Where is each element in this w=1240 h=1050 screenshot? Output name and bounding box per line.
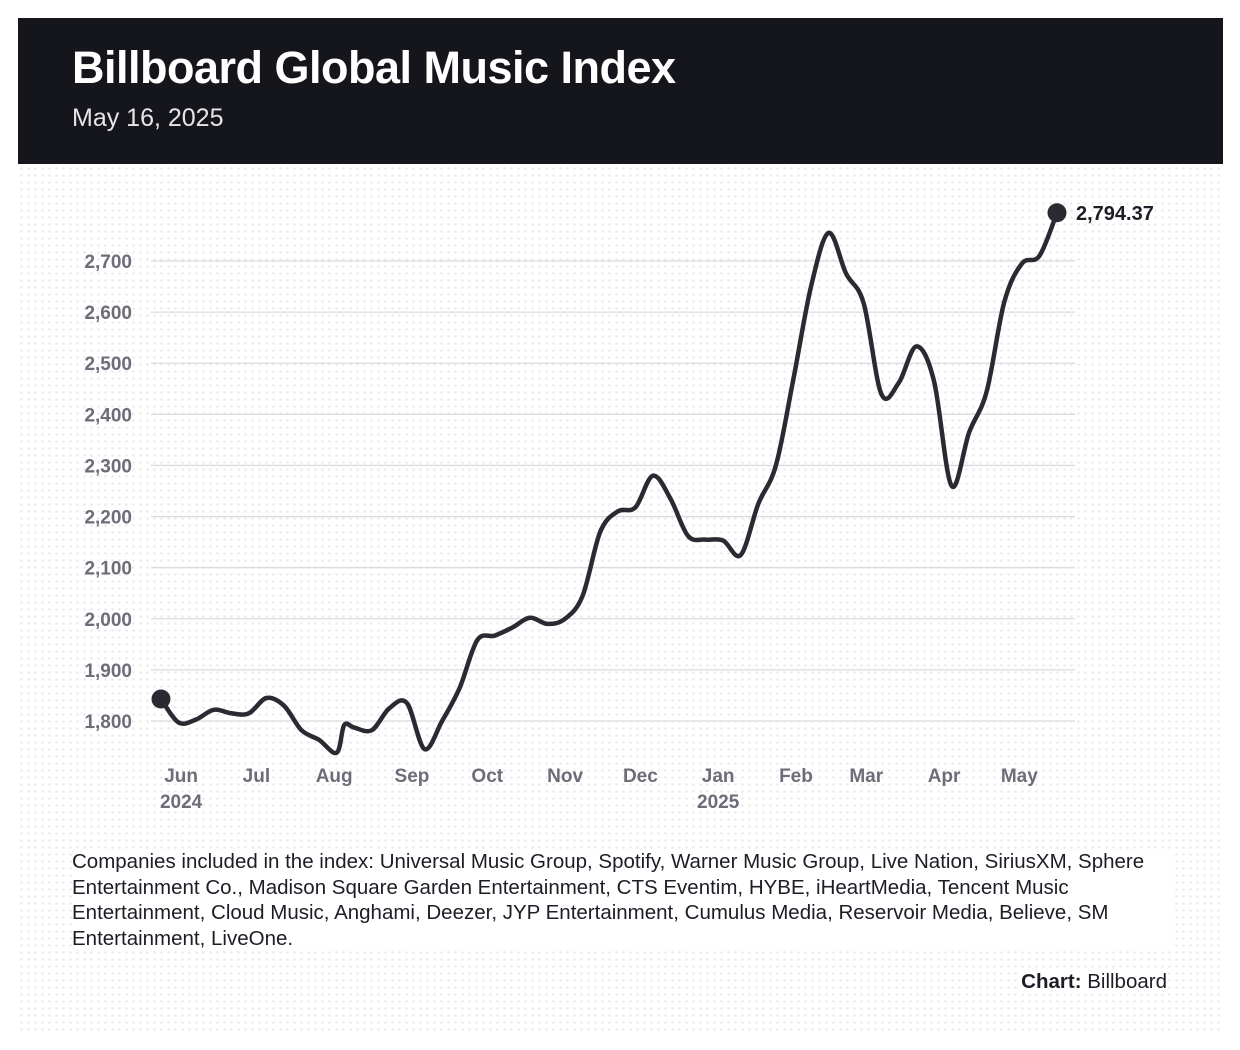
- line-chart: 1,800 1,900 2,000 2,100 2,200 2,300 2,400 2,500…: [84, 203, 1154, 813]
- x-tick-label: Dec: [623, 766, 658, 787]
- series-layer: 2,794.37: [151, 203, 1154, 756]
- x-tick-label: Oct: [471, 766, 503, 787]
- series-line: [158, 210, 1060, 756]
- x-tick-label: Sep: [395, 766, 430, 787]
- x-axis-ticks: Jun 2024 Jul Aug Sep Oct Nov Dec Jan 2025 Feb Mar Ap…: [160, 766, 1038, 813]
- credit-source: Billboard: [1087, 970, 1167, 993]
- y-tick-label: 2,600: [84, 303, 132, 324]
- x-tick-label: Mar: [849, 766, 883, 787]
- y-tick-label: 2,400: [84, 405, 132, 426]
- end-point-marker: [1047, 203, 1067, 223]
- x-tick-label: Jul: [243, 766, 270, 787]
- chart-card: Billboard Global Music Index May 16, 202…: [18, 18, 1223, 1033]
- credit-label: Chart:: [1021, 970, 1082, 993]
- y-axis-ticks: 1,800 1,900 2,000 2,100 2,200 2,300 2,400 2,500…: [84, 252, 132, 733]
- x-tick-label: Apr: [928, 766, 961, 787]
- x-tick-year-label: 2025: [697, 792, 740, 813]
- y-tick-label: 1,800: [84, 712, 132, 733]
- end-value-label: 2,794.37: [1076, 203, 1154, 225]
- gridlines: [151, 260, 1075, 722]
- y-tick-label: 1,900: [84, 661, 132, 682]
- x-tick-label: May: [1001, 766, 1038, 787]
- x-tick-year-label: 2024: [160, 792, 203, 813]
- chart-title: Billboard Global Music Index: [72, 42, 676, 93]
- chart-date: May 16, 2025: [72, 104, 224, 132]
- y-tick-label: 2,000: [84, 610, 132, 631]
- chart-credit: Chart: Billboard: [1021, 970, 1167, 994]
- y-tick-label: 2,500: [84, 354, 132, 375]
- x-tick-label: Feb: [779, 766, 813, 787]
- start-point-marker: [151, 689, 171, 709]
- x-tick-label: Jan: [702, 766, 735, 787]
- companies-note: Companies included in the index: Univers…: [72, 849, 1172, 951]
- y-tick-label: 2,200: [84, 508, 132, 529]
- header-bar: Billboard Global Music Index May 16, 202…: [18, 18, 1223, 164]
- x-tick-label: Aug: [316, 766, 353, 787]
- y-tick-label: 2,700: [84, 252, 132, 273]
- y-tick-label: 2,300: [84, 456, 132, 477]
- x-tick-label: Jun: [164, 766, 198, 787]
- y-tick-label: 2,100: [84, 559, 132, 580]
- x-tick-label: Nov: [547, 766, 583, 787]
